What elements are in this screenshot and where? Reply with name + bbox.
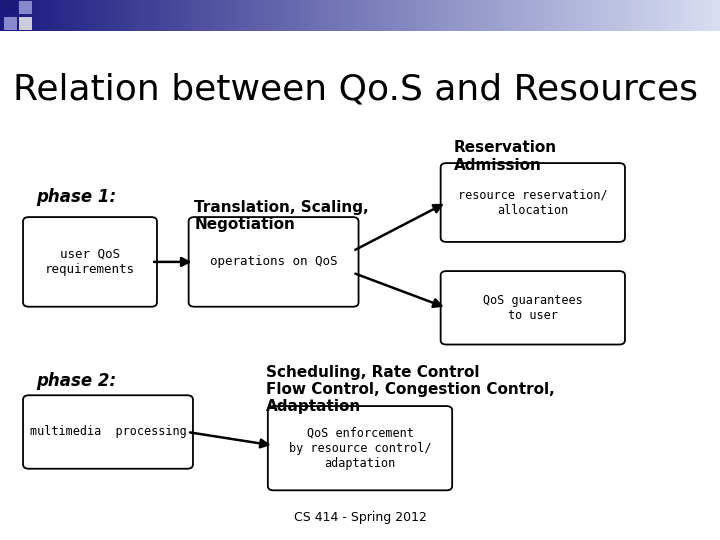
FancyBboxPatch shape [441,163,625,242]
Text: QoS enforcement
by resource control/
adaptation: QoS enforcement by resource control/ ada… [289,427,431,470]
Text: phase 1:: phase 1: [36,188,116,206]
FancyBboxPatch shape [23,395,193,469]
Bar [4,1,17,14]
Text: CS 414 - Spring 2012: CS 414 - Spring 2012 [294,511,426,524]
Text: Scheduling, Rate Control
Flow Control, Congestion Control,
Adaptation: Scheduling, Rate Control Flow Control, C… [266,364,555,414]
FancyBboxPatch shape [189,217,359,307]
Bar [4,17,17,30]
Text: phase 2:: phase 2: [36,372,116,390]
FancyBboxPatch shape [441,271,625,345]
FancyBboxPatch shape [268,406,452,490]
Text: Relation between Qo.S and Resources: Relation between Qo.S and Resources [13,73,698,107]
Text: multimedia  processing: multimedia processing [30,426,186,438]
Text: Translation, Scaling,
Negotiation: Translation, Scaling, Negotiation [194,200,369,232]
FancyBboxPatch shape [23,217,157,307]
Text: Reservation
Admission: Reservation Admission [454,140,557,173]
Text: operations on QoS: operations on QoS [210,255,338,268]
Bar [19,1,32,14]
Bar [19,17,32,30]
Text: user QoS
requirements: user QoS requirements [45,248,135,276]
Text: QoS guarantees
to user: QoS guarantees to user [483,294,582,322]
Text: resource reservation/
allocation: resource reservation/ allocation [458,188,608,217]
